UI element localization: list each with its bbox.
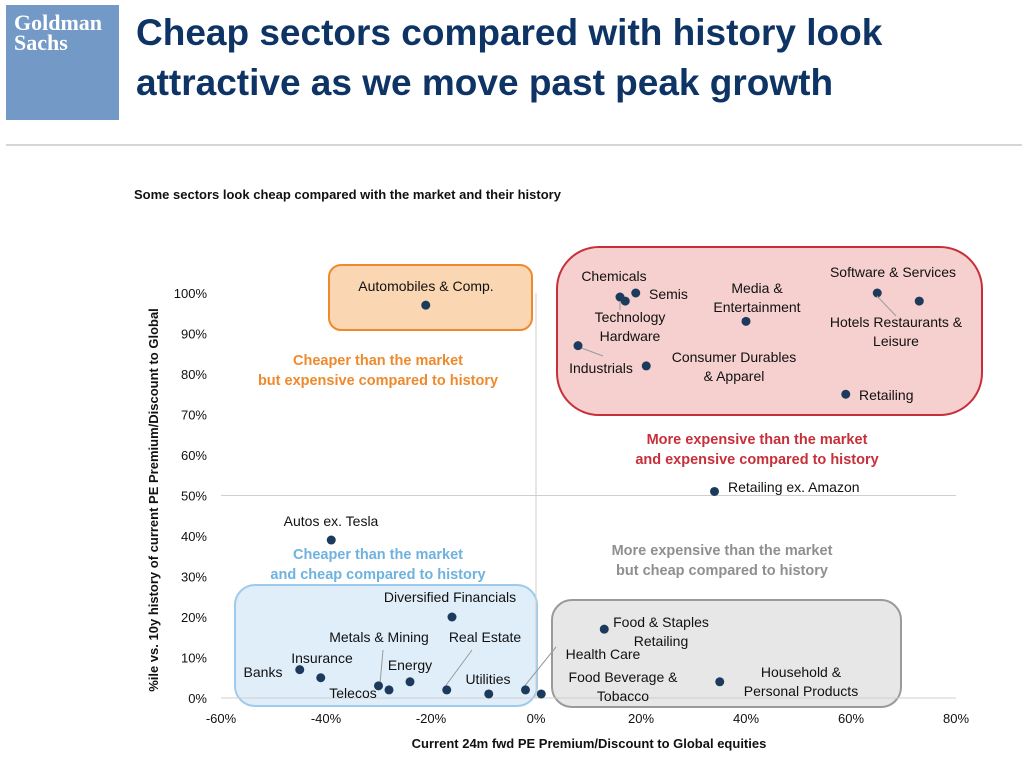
data-point bbox=[914, 296, 924, 306]
point-label: Media & Entertainment bbox=[713, 280, 800, 315]
data-point bbox=[710, 486, 719, 496]
data-point bbox=[326, 535, 336, 545]
point-label: Household & Personal Products bbox=[744, 664, 858, 699]
data-point bbox=[405, 677, 415, 687]
data-point bbox=[521, 685, 530, 695]
leader-line bbox=[379, 649, 384, 685]
data-point bbox=[374, 681, 383, 691]
x-tick-label: -60% bbox=[206, 711, 237, 726]
point-label: Telecos bbox=[329, 685, 376, 701]
y-tick-label: 10% bbox=[181, 651, 207, 666]
point-label: Software & Services bbox=[830, 264, 956, 280]
data-point bbox=[641, 361, 651, 371]
x-tick-label: 80% bbox=[943, 711, 969, 726]
point-label: Semis bbox=[649, 286, 688, 302]
header-divider bbox=[6, 144, 1022, 146]
x-tick-label: -20% bbox=[416, 711, 447, 726]
y-tick-label: 60% bbox=[181, 448, 207, 463]
quadrant-annotation: More expensive than the market but cheap … bbox=[612, 543, 833, 579]
data-point bbox=[715, 677, 725, 687]
point-label: Chemicals bbox=[581, 268, 646, 284]
x-tick-label: 60% bbox=[838, 711, 864, 726]
point-label: Food & Staples Retailing bbox=[613, 614, 709, 649]
x-axis-label: Current 24m fwd PE Premium/Discount to G… bbox=[412, 736, 767, 751]
point-label: Insurance bbox=[291, 650, 353, 666]
point-label: Autos ex. Tesla bbox=[284, 513, 379, 529]
data-point bbox=[442, 685, 452, 695]
point-label: Diversified Financials bbox=[384, 589, 516, 605]
y-tick-label: 50% bbox=[181, 489, 207, 504]
chart-title: Some sectors look cheap compared with th… bbox=[134, 187, 561, 202]
x-tick-label: 40% bbox=[733, 711, 759, 726]
point-label: Energy bbox=[388, 657, 432, 673]
data-point bbox=[384, 685, 394, 695]
x-tick-label: 0% bbox=[527, 711, 546, 726]
point-label: Health Care bbox=[566, 646, 641, 662]
y-tick-label: 20% bbox=[181, 610, 207, 625]
quadrant-annotations: Cheaper than the market but expensive com… bbox=[258, 353, 879, 583]
data-point bbox=[295, 665, 305, 675]
orange-quadrant-box bbox=[328, 264, 533, 331]
data-point bbox=[741, 316, 751, 326]
point-label: Hotels Restaurants & Leisure bbox=[830, 314, 963, 349]
data-point bbox=[631, 288, 641, 298]
y-tick-label: 80% bbox=[181, 367, 207, 382]
data-point bbox=[620, 296, 630, 306]
quadrant-annotation: More expensive than the market and expens… bbox=[635, 432, 878, 468]
point-label: Real Estate bbox=[449, 629, 522, 645]
leader-line bbox=[876, 295, 897, 317]
y-tick-label: 70% bbox=[181, 408, 207, 423]
data-point bbox=[599, 624, 609, 634]
blue-quadrant-box bbox=[234, 584, 538, 707]
data-point bbox=[421, 300, 431, 310]
data-point bbox=[536, 689, 546, 699]
point-label: Retailing ex. Amazon bbox=[728, 479, 860, 495]
data-point bbox=[573, 341, 583, 351]
point-label: Retailing bbox=[859, 387, 913, 403]
y-tick-label: 40% bbox=[181, 529, 207, 544]
point-label: Technology Hardware bbox=[595, 309, 666, 344]
y-tick-label: 90% bbox=[181, 327, 207, 342]
data-point bbox=[872, 288, 882, 298]
y-tick-label: 100% bbox=[174, 286, 208, 301]
point-label: Consumer Durables & Apparel bbox=[672, 349, 797, 384]
logo-line-2: Sachs bbox=[14, 30, 68, 55]
quadrant-annotation: Cheaper than the market and cheap compare… bbox=[270, 547, 485, 583]
data-point bbox=[484, 689, 494, 699]
x-tick-label: -40% bbox=[311, 711, 342, 726]
point-label: Automobiles & Comp. bbox=[358, 278, 493, 294]
point-label: Food Beverage & Tobacco bbox=[569, 669, 679, 704]
y-tick-label: 0% bbox=[188, 691, 207, 706]
quadrant-annotation: Cheaper than the market but expensive com… bbox=[258, 353, 498, 389]
point-label: Banks bbox=[244, 664, 283, 680]
y-tick-label: 30% bbox=[181, 570, 207, 585]
data-point bbox=[316, 673, 326, 683]
point-label: Metals & Mining bbox=[329, 629, 429, 645]
data-point bbox=[447, 612, 457, 622]
point-label: Industrials bbox=[569, 360, 633, 376]
leader-line bbox=[522, 646, 557, 689]
logo-line-1: Goldman bbox=[14, 10, 103, 35]
x-tick-label: 20% bbox=[628, 711, 654, 726]
page-title: Cheap sectors compared with history look… bbox=[136, 12, 883, 103]
y-axis-label: %ile vs. 10y history of current PE Premi… bbox=[146, 308, 161, 692]
leader-line bbox=[443, 649, 473, 689]
grey-quadrant-box bbox=[551, 599, 902, 708]
data-point bbox=[841, 389, 851, 399]
goldman-sachs-logo: Goldman Sachs bbox=[6, 5, 119, 120]
point-label: Utilities bbox=[465, 671, 510, 687]
axes: %ile vs. 10y history of current PE Premi… bbox=[146, 286, 969, 751]
